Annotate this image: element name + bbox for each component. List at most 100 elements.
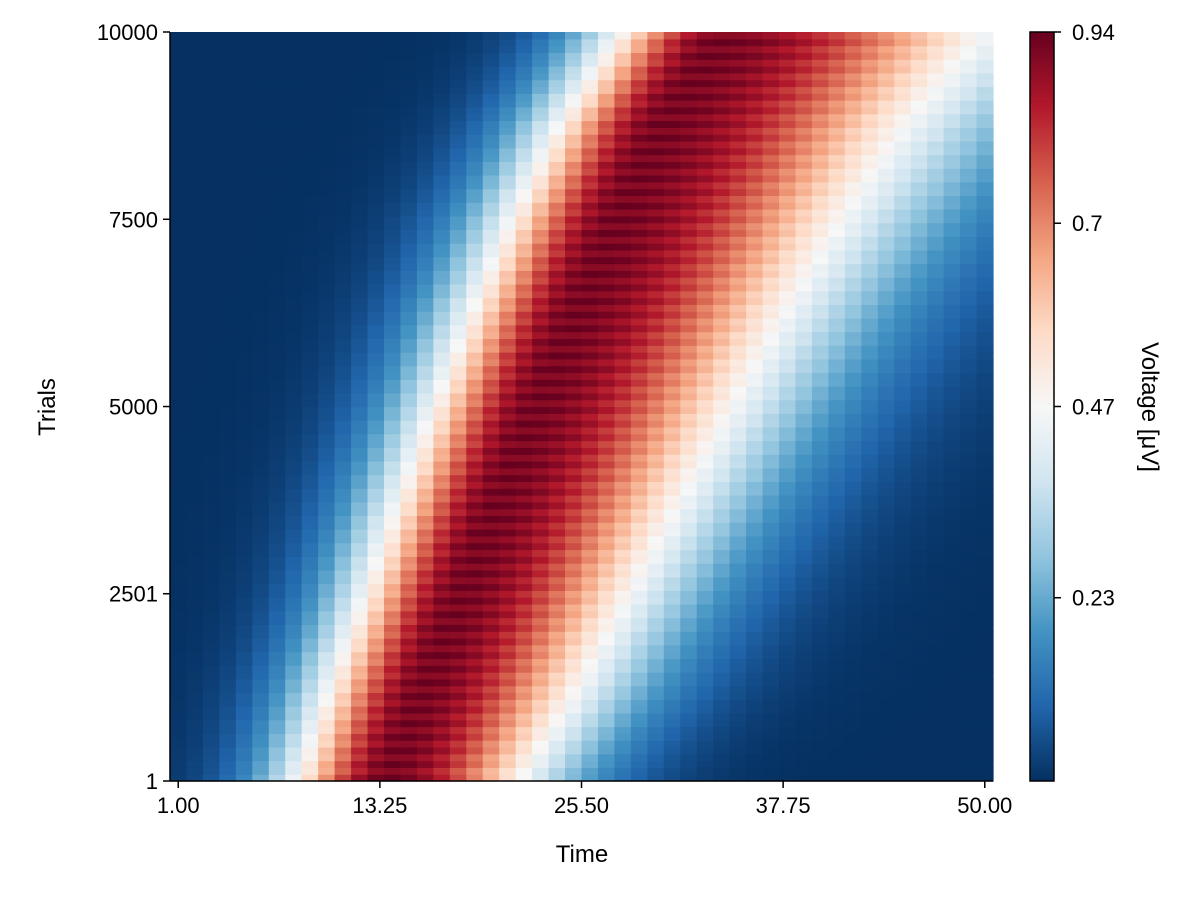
heatmap-cell bbox=[186, 549, 204, 557]
heatmap-cell bbox=[696, 243, 714, 251]
heatmap-cell bbox=[894, 345, 912, 353]
heatmap-cell bbox=[894, 753, 912, 762]
heatmap-cell bbox=[630, 256, 648, 265]
heatmap-cell bbox=[466, 283, 484, 292]
heatmap-cell bbox=[680, 692, 698, 700]
heatmap-cell bbox=[416, 181, 434, 190]
heatmap-cell bbox=[877, 168, 895, 176]
heatmap-cell bbox=[713, 420, 731, 428]
heatmap-cell bbox=[466, 746, 484, 755]
heatmap-cell bbox=[960, 113, 978, 122]
heatmap-cell bbox=[696, 556, 714, 564]
heatmap-cell bbox=[680, 549, 698, 557]
heatmap-cell bbox=[268, 168, 286, 176]
heatmap-cell bbox=[482, 658, 500, 666]
heatmap-cell bbox=[795, 583, 813, 591]
heatmap-cell bbox=[943, 447, 961, 455]
heatmap-cell bbox=[696, 753, 714, 762]
heatmap-cell bbox=[219, 712, 237, 721]
heatmap-cell bbox=[910, 181, 928, 190]
heatmap-cell bbox=[943, 576, 961, 585]
heatmap-cell bbox=[186, 488, 204, 496]
heatmap-cell bbox=[844, 706, 862, 714]
heatmap-cell bbox=[334, 678, 352, 687]
heatmap-cell bbox=[927, 399, 945, 408]
heatmap-cell bbox=[318, 100, 336, 108]
heatmap-cell bbox=[252, 678, 270, 687]
heatmap-cell bbox=[779, 406, 797, 414]
heatmap-cell bbox=[499, 161, 517, 169]
heatmap-cell bbox=[285, 297, 303, 305]
heatmap-cell bbox=[943, 331, 961, 340]
heatmap-cell bbox=[581, 263, 599, 271]
heatmap-cell bbox=[565, 154, 583, 162]
heatmap-cell bbox=[581, 270, 599, 278]
heatmap-cell bbox=[844, 501, 862, 510]
heatmap-cell bbox=[515, 406, 533, 414]
heatmap-cell bbox=[828, 638, 846, 646]
heatmap-cell bbox=[696, 168, 714, 176]
heatmap-cell bbox=[532, 147, 550, 156]
heatmap-cell bbox=[318, 610, 336, 619]
heatmap-cell bbox=[252, 665, 270, 673]
heatmap-cell bbox=[647, 338, 665, 346]
heatmap-cell bbox=[318, 631, 336, 639]
heatmap-cell bbox=[301, 311, 319, 319]
heatmap-cell bbox=[400, 338, 418, 346]
heatmap-cell bbox=[861, 699, 879, 707]
heatmap-cell bbox=[960, 168, 978, 176]
heatmap-cell bbox=[383, 229, 402, 237]
heatmap-cell bbox=[729, 399, 747, 408]
heatmap-cell bbox=[762, 501, 780, 510]
heatmap-cell bbox=[713, 685, 731, 694]
heatmap-cell bbox=[351, 576, 369, 585]
heatmap-cell bbox=[630, 454, 648, 462]
heatmap-cell bbox=[252, 767, 270, 775]
heatmap-cell bbox=[351, 603, 369, 612]
heatmap-cell bbox=[581, 665, 599, 673]
heatmap-cell bbox=[202, 576, 220, 585]
heatmap-cell bbox=[811, 440, 829, 448]
heatmap-cell bbox=[844, 392, 862, 401]
heatmap-cell bbox=[795, 699, 813, 707]
heatmap-cell bbox=[433, 372, 451, 380]
heatmap-cell bbox=[252, 542, 270, 551]
heatmap-cell bbox=[647, 243, 665, 251]
heatmap-cell bbox=[713, 140, 731, 149]
heatmap-cell bbox=[779, 529, 797, 537]
heatmap-cell bbox=[663, 774, 681, 782]
heatmap-cell bbox=[663, 706, 681, 714]
heatmap-cell bbox=[877, 672, 895, 680]
heatmap-cell bbox=[696, 726, 714, 734]
heatmap-cell bbox=[861, 304, 879, 312]
heatmap-cell bbox=[235, 590, 253, 598]
heatmap-cell bbox=[383, 644, 402, 653]
heatmap-cell bbox=[729, 467, 747, 476]
heatmap-cell bbox=[597, 658, 616, 666]
heatmap-cell bbox=[647, 685, 665, 694]
heatmap-cell bbox=[515, 569, 533, 578]
heatmap-cell bbox=[614, 324, 632, 333]
heatmap-cell bbox=[680, 140, 698, 149]
heatmap-cell bbox=[383, 188, 402, 197]
heatmap-cell bbox=[960, 583, 978, 591]
heatmap-cell bbox=[318, 358, 336, 367]
heatmap-cell bbox=[532, 317, 550, 326]
heatmap-cell bbox=[614, 120, 632, 128]
heatmap-cell bbox=[729, 610, 747, 619]
heatmap-cell bbox=[927, 379, 945, 387]
heatmap-cell bbox=[647, 692, 665, 700]
heatmap-cell bbox=[383, 317, 402, 326]
heatmap-cell bbox=[795, 638, 813, 646]
heatmap-cell bbox=[943, 535, 961, 544]
heatmap-cell bbox=[565, 597, 583, 605]
heatmap-cell bbox=[877, 358, 895, 367]
heatmap-cell bbox=[383, 168, 402, 176]
heatmap-cell bbox=[367, 651, 385, 660]
heatmap-cell bbox=[400, 127, 418, 135]
heatmap-cell bbox=[581, 753, 599, 762]
heatmap-cell bbox=[416, 508, 434, 517]
heatmap-cell bbox=[219, 304, 237, 312]
heatmap-cell bbox=[548, 127, 566, 135]
heatmap-cell bbox=[680, 420, 698, 428]
